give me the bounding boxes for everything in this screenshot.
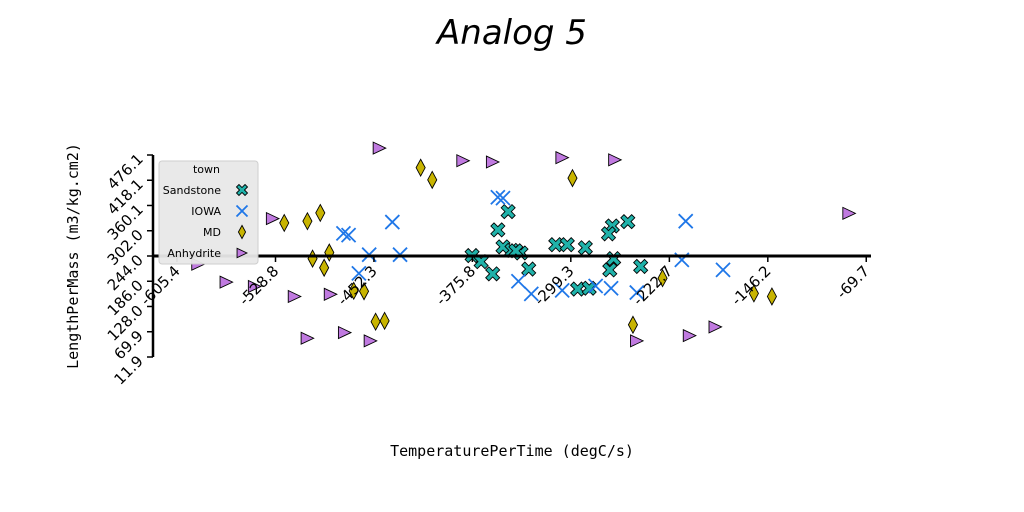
data-point-sandstone bbox=[620, 213, 636, 230]
data-point-md bbox=[315, 203, 326, 223]
data-point-anhydrite bbox=[247, 279, 263, 294]
legend-title: town bbox=[193, 163, 220, 176]
data-point-sandstone bbox=[548, 237, 564, 253]
series-anhydrite bbox=[191, 141, 857, 348]
data-point-md bbox=[302, 211, 313, 231]
data-point-sandstone bbox=[633, 258, 649, 275]
data-point-anhydrite bbox=[456, 154, 471, 168]
data-point-iowa bbox=[554, 282, 570, 299]
data-point-md bbox=[379, 311, 390, 331]
data-point-md bbox=[748, 284, 759, 303]
data-point-iowa bbox=[588, 278, 604, 294]
legend: town Sandstone IOWA MD Anhydrite bbox=[158, 160, 259, 265]
data-point-sandstone bbox=[500, 203, 516, 220]
series-iowa bbox=[335, 189, 731, 302]
y-axis: 11.969.9128.0186.0244.0302.0360.1418.147… bbox=[104, 150, 155, 388]
x-axis-label: TemperaturePerTime (degC/s) bbox=[390, 442, 634, 460]
data-point-sandstone bbox=[473, 254, 489, 270]
data-point-anhydrite bbox=[337, 325, 353, 340]
series-sandstone bbox=[464, 203, 649, 297]
data-point-md bbox=[307, 249, 318, 268]
legend-box bbox=[158, 160, 259, 265]
y-axis-label: LengthPerMass (m3/kg.cm2) bbox=[64, 143, 82, 369]
data-point-anhydrite bbox=[363, 334, 378, 348]
data-point-anhydrite bbox=[300, 331, 315, 345]
data-point-md bbox=[324, 243, 335, 262]
plot-area bbox=[191, 141, 857, 348]
data-point-anhydrite bbox=[630, 334, 645, 348]
data-point-iowa bbox=[678, 213, 694, 229]
data-point-sandstone bbox=[581, 280, 597, 296]
data-point-iowa bbox=[351, 265, 367, 282]
legend-marker bbox=[236, 247, 249, 259]
data-point-sandstone bbox=[521, 261, 537, 277]
data-point-sandstone bbox=[577, 240, 593, 256]
x-tick-label: -69.7 bbox=[833, 262, 873, 302]
data-point-md bbox=[766, 287, 777, 306]
legend-marker bbox=[237, 224, 247, 240]
legend-marker bbox=[235, 204, 249, 218]
data-point-md bbox=[370, 312, 381, 332]
legend-item-iowa: IOWA bbox=[191, 204, 249, 218]
data-point-md bbox=[427, 170, 438, 190]
x-tick-label: -146.2 bbox=[728, 262, 775, 309]
data-point-anhydrite bbox=[485, 155, 501, 169]
data-point-sandstone bbox=[559, 237, 575, 253]
data-point-iowa bbox=[629, 284, 645, 301]
x-tick-label: -528.8 bbox=[235, 262, 282, 309]
legend-item-md: MD bbox=[203, 224, 247, 240]
data-point-iowa bbox=[603, 280, 619, 296]
data-point-anhydrite bbox=[708, 320, 723, 334]
data-point-md bbox=[415, 158, 426, 178]
data-point-iowa bbox=[335, 225, 352, 242]
legend-label: IOWA bbox=[191, 205, 221, 218]
data-point-md bbox=[657, 268, 668, 288]
data-point-sandstone bbox=[602, 262, 618, 278]
x-tick-label: -452.3 bbox=[334, 262, 381, 309]
data-point-anhydrite bbox=[842, 206, 857, 221]
legend-item-anhydrite: Anhydrite bbox=[167, 247, 249, 260]
data-point-anhydrite bbox=[682, 328, 697, 343]
data-point-anhydrite bbox=[372, 141, 387, 155]
chart-title: Analog 5 bbox=[435, 13, 587, 53]
data-point-sandstone bbox=[490, 222, 506, 238]
data-point-anhydrite bbox=[219, 275, 234, 289]
legend-item-sandstone: Sandstone bbox=[163, 183, 249, 197]
data-point-iowa bbox=[340, 227, 357, 243]
legend-label: Anhydrite bbox=[167, 247, 221, 260]
data-point-md bbox=[567, 168, 578, 188]
legend-label: Sandstone bbox=[163, 184, 221, 197]
x-tick-label: -605.4 bbox=[137, 262, 184, 309]
data-point-iowa bbox=[510, 273, 527, 289]
data-point-anhydrite bbox=[265, 211, 281, 226]
data-point-iowa bbox=[495, 190, 511, 206]
data-point-sandstone bbox=[485, 266, 501, 282]
data-point-anhydrite bbox=[323, 287, 338, 301]
data-point-iowa bbox=[523, 286, 539, 302]
data-point-md bbox=[358, 281, 370, 301]
data-point-iowa bbox=[384, 214, 400, 230]
data-point-anhydrite bbox=[608, 153, 623, 167]
data-point-sandstone bbox=[600, 226, 617, 242]
data-point-anhydrite bbox=[287, 289, 302, 304]
data-point-md bbox=[319, 258, 330, 278]
data-point-md bbox=[348, 281, 359, 301]
legend-marker bbox=[235, 183, 249, 197]
data-point-md bbox=[627, 315, 639, 335]
data-point-anhydrite bbox=[555, 150, 570, 165]
data-point-iowa bbox=[715, 262, 731, 278]
series-md bbox=[279, 158, 777, 335]
data-point-iowa bbox=[490, 189, 506, 205]
x-tick-label: -375.8 bbox=[432, 262, 479, 309]
legend-label: MD bbox=[203, 226, 221, 239]
data-point-md bbox=[279, 213, 290, 233]
